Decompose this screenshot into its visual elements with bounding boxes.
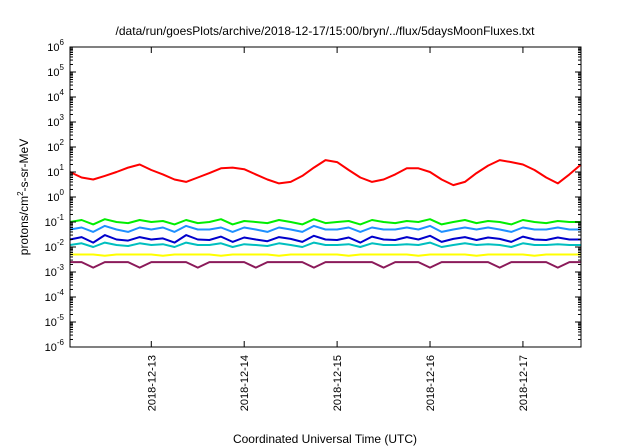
x-tick-label: 2018-12-15 [332,355,344,411]
y-tick-label: 10-3 [45,263,65,279]
y-tick-label: 101 [47,163,64,179]
y-tick-label: 10-2 [45,238,65,254]
series-line-7 [70,261,581,269]
y-tick-label: 106 [47,38,64,54]
x-tick-label: 2018-12-17 [518,355,530,411]
series-line-2 [69,218,581,226]
series-line-5 [69,241,581,248]
y-tick-label: 100 [47,188,64,204]
series-line-1 [69,159,582,187]
x-axis: 2018-12-13 2018-12-14 2018-12-15 2018-12-16… [146,47,530,411]
y-tick-label: 104 [47,88,64,104]
y-tick-label: 105 [47,63,64,79]
x-tick-label: 2018-12-13 [146,355,158,411]
y-tick-label: 10-1 [45,213,65,229]
series-line-6 [70,253,581,257]
chart-title: /data/run/goesPlots/archive/2018-12-17/1… [116,24,536,38]
series-line-4 [69,234,581,244]
x-axis-label: Coordinated Universal Time (UTC) [233,432,417,446]
series-layer [69,159,582,269]
x-tick-label: 2018-12-14 [239,355,251,411]
y-tick-label: 10-4 [45,288,65,304]
y-axis: 106 105 104 103 102 101 100 10-1 10-2 10-3 10-4 10-… [45,38,581,354]
y-tick-label: 10-6 [45,338,65,354]
y-tick-label: 103 [47,113,64,129]
x-tick-label: 2018-12-16 [425,355,437,411]
y-tick-label: 102 [47,138,64,154]
y-axis-label: protons/cm2-s-sr-MeV [16,139,31,255]
plot-frame [69,46,582,348]
series-line-3 [69,224,581,233]
y-tick-label: 10-5 [45,313,65,329]
